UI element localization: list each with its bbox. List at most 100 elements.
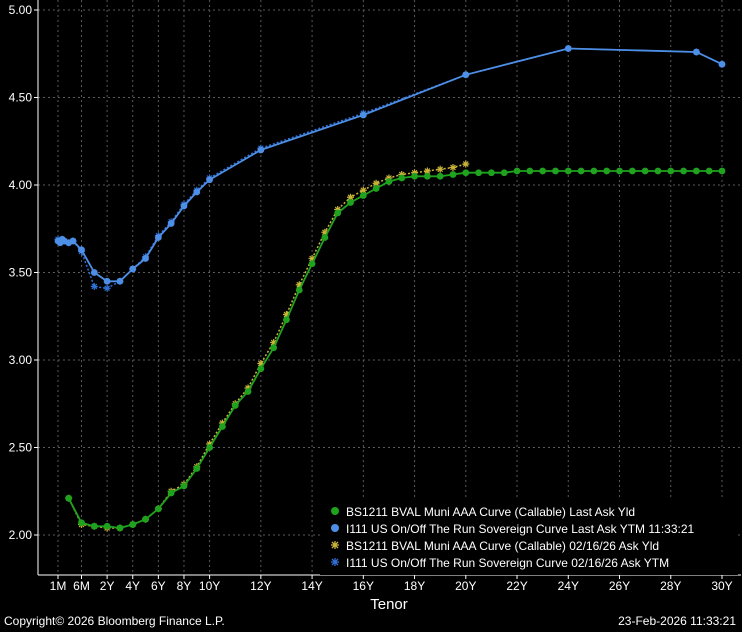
x-tick-label: 1M <box>50 579 67 593</box>
series-point <box>436 172 444 180</box>
timestamp-text: 23-Feb-2026 11:33:21 <box>618 614 736 628</box>
series-point <box>552 167 559 175</box>
series-point <box>359 186 367 194</box>
series-point <box>359 111 367 119</box>
x-tick-label: 20Y <box>455 579 476 593</box>
series-point <box>334 209 342 217</box>
series-point <box>347 199 354 206</box>
x-tick-label: 26Y <box>609 579 630 593</box>
x-tick-label: 12Y <box>250 579 271 593</box>
series-point <box>78 246 85 254</box>
legend-item: BS1211 BVAL Muni AAA Curve (Callable) 02… <box>328 538 659 554</box>
series-point <box>539 167 547 175</box>
series-point <box>718 60 726 68</box>
series-point <box>334 206 342 213</box>
series-point <box>206 176 213 184</box>
x-tick-label: 4Y <box>125 579 140 593</box>
series-point <box>628 167 636 175</box>
series-point <box>270 344 278 352</box>
x-tick-label: 6Y <box>151 579 166 593</box>
series-point <box>347 193 355 201</box>
series-layer <box>54 45 726 532</box>
series-point <box>564 45 572 52</box>
series-point <box>680 167 687 175</box>
series-point <box>142 515 149 523</box>
series-point <box>90 283 98 290</box>
series-point <box>564 167 572 175</box>
series-point <box>449 164 457 171</box>
x-tick-label: 22Y <box>506 579 527 593</box>
x-tick-label: 14Y <box>301 579 322 593</box>
x-tick-label: 24Y <box>558 579 579 593</box>
series-point <box>462 160 470 168</box>
series-point <box>65 494 73 502</box>
x-tick-label: 18Y <box>404 579 425 593</box>
series-point <box>231 402 239 409</box>
y-tick-label: 3.00 <box>9 353 33 367</box>
series-point <box>206 444 213 451</box>
series-point <box>359 192 367 199</box>
series-point <box>295 281 303 289</box>
series-1 <box>54 45 726 285</box>
series-point <box>180 482 188 490</box>
series-point <box>385 174 393 182</box>
series-point <box>154 234 162 241</box>
x-axis-label: Tenor <box>370 596 408 613</box>
legend-item: I111 US On/Off The Run Sovereign Curve L… <box>328 521 694 537</box>
series-point <box>692 167 700 175</box>
series-point <box>372 179 380 187</box>
series-point <box>449 171 457 178</box>
series-point <box>78 519 85 527</box>
y-tick-label: 4.00 <box>9 178 33 192</box>
series-point <box>411 172 418 180</box>
series-point <box>283 316 290 324</box>
series-point <box>193 465 201 472</box>
series-point <box>142 255 149 262</box>
series-point <box>705 167 713 175</box>
x-tick-label: 28Y <box>660 579 681 593</box>
y-tick-label: 4.50 <box>9 91 33 105</box>
series-point <box>219 423 226 430</box>
series-point <box>513 167 521 175</box>
series-point <box>616 167 623 175</box>
series-point <box>423 167 431 175</box>
series-point <box>244 384 252 392</box>
series-point <box>462 169 470 177</box>
series-point <box>103 284 111 292</box>
series-point <box>282 311 290 318</box>
series-point <box>129 521 137 528</box>
asterisk-marker-icon <box>328 539 342 553</box>
y-tick-label: 2.00 <box>9 528 33 542</box>
series-point <box>462 71 470 79</box>
dot-marker-icon <box>328 505 342 519</box>
series-0 <box>65 167 726 532</box>
series-point <box>69 237 77 245</box>
series-point <box>257 360 265 367</box>
legend-label: I111 US On/Off The Run Sovereign Curve 0… <box>346 556 670 570</box>
series-point <box>308 260 316 268</box>
series-point <box>90 522 98 530</box>
legend-label: BS1211 BVAL Muni AAA Curve (Callable) La… <box>346 505 636 519</box>
series-point <box>270 339 278 346</box>
series-point <box>193 188 201 196</box>
x-tick-label: 6M <box>73 579 90 593</box>
x-tick-label: 10Y <box>199 579 220 593</box>
x-axis: 1M 6M 2Y 4Y 6Y 8Y 10Y 12Y 14Y 16Y 18Y 20Y 22Y 24Y 26Y 2… <box>38 574 741 593</box>
series-line <box>57 47 723 290</box>
series-point <box>385 178 393 185</box>
series-point <box>257 365 265 373</box>
x-tick-label: 16Y <box>353 579 374 593</box>
series-point <box>641 167 649 175</box>
copyright-text: Copyright© 2026 Bloomberg Finance L.P. <box>4 614 225 628</box>
x-tick-label: 2Y <box>100 579 115 593</box>
series-point <box>218 419 226 427</box>
series-point <box>398 174 406 182</box>
legend-item: BS1211 BVAL Muni AAA Curve (Callable) La… <box>328 504 635 520</box>
series-point <box>411 169 419 177</box>
legend-label: BS1211 BVAL Muni AAA Curve (Callable) 02… <box>346 539 660 553</box>
series-point <box>590 167 598 175</box>
plot-background <box>38 0 741 575</box>
series-point <box>423 172 431 180</box>
asterisk-marker-icon <box>328 556 342 570</box>
